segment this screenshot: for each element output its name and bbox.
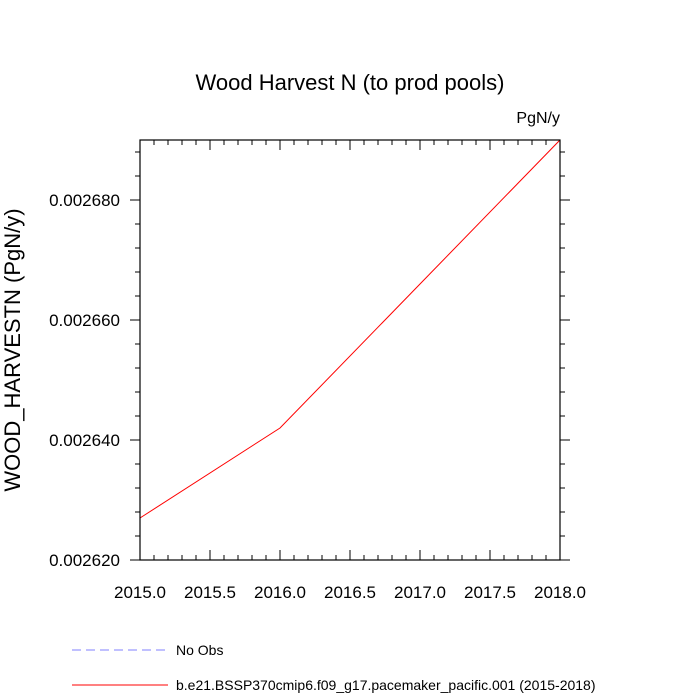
series-line — [139, 139, 561, 519]
x-tick-label: 2016.0 — [254, 583, 306, 602]
y-tick-label: 0.002620 — [49, 551, 120, 570]
x-tick-label: 2017.0 — [394, 583, 446, 602]
major-ticks — [130, 140, 570, 561]
minor-ticks — [135, 140, 565, 560]
x-tick-label: 2018.0 — [534, 583, 586, 602]
x-tick-labels: 2015.0 2015.5 2016.0 2016.5 2017.0 2017.5 2018… — [114, 583, 586, 602]
legend-label: No Obs — [176, 642, 223, 658]
x-tick-label: 2015.5 — [184, 583, 236, 602]
chart-title: Wood Harvest N (to prod pools) — [196, 70, 505, 95]
y-tick-label: 0.002680 — [49, 191, 120, 210]
y-tick-labels: 0.002620 0.002640 0.002660 0.002680 — [49, 191, 120, 570]
legend-label: b.e21.BSSP370cmip6.f09_g17.pacemaker_pac… — [176, 677, 596, 693]
y-tick-label: 0.002660 — [49, 311, 120, 330]
units-label: PgN/y — [516, 110, 560, 127]
y-axis-label: WOOD_HARVESTN (PgN/y) — [0, 208, 25, 491]
series-lines — [139, 139, 561, 519]
x-tick-label: 2015.0 — [114, 583, 166, 602]
legend: No Obs b.e21.BSSP370cmip6.f09_g17.pacemak… — [72, 642, 596, 693]
x-tick-label: 2017.5 — [464, 583, 516, 602]
x-tick-label: 2016.5 — [324, 583, 376, 602]
y-tick-label: 0.002640 — [49, 431, 120, 450]
plot-frame — [139, 139, 561, 561]
